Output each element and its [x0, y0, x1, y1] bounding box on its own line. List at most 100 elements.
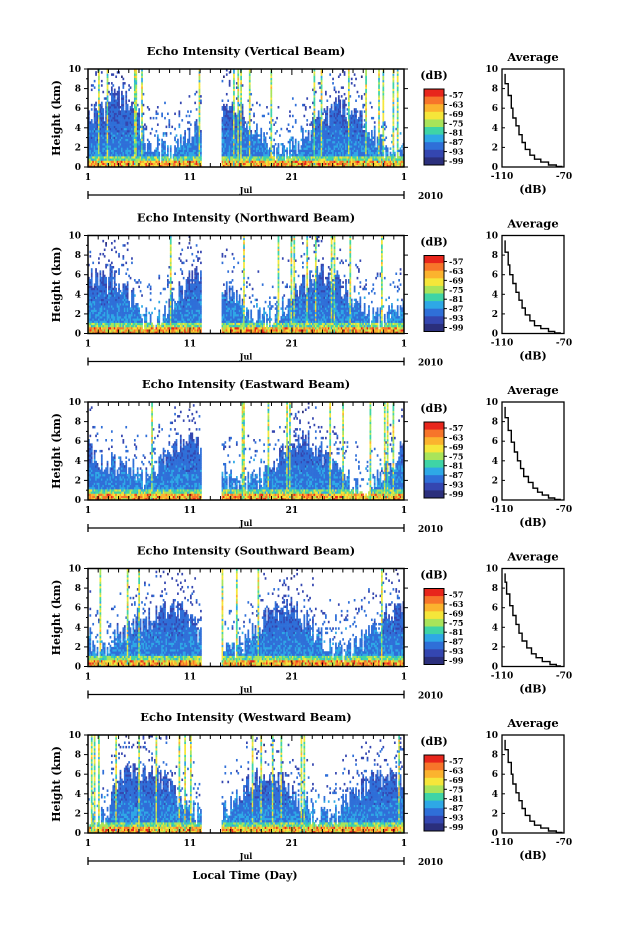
heatmap-cell — [103, 162, 106, 166]
heatmap-cell — [131, 132, 133, 135]
heatmap-cell — [244, 145, 247, 148]
heatmap-cell — [118, 129, 120, 133]
heatmap-cell — [335, 153, 337, 157]
heatmap-cell — [248, 95, 251, 98]
heatmap-cell — [339, 136, 342, 139]
heatmap-cell — [116, 156, 119, 159]
heatmap-cell — [379, 158, 382, 161]
heatmap-cell — [235, 127, 238, 131]
heatmap-cell — [320, 73, 323, 76]
heatmap-cell — [198, 147, 201, 150]
heatmap-cell — [158, 153, 161, 157]
heatmap-cell — [142, 132, 145, 135]
heatmap-cell — [330, 162, 333, 166]
heatmap-cell — [121, 134, 123, 137]
heatmap-cell — [133, 147, 136, 150]
heatmap-cell — [342, 132, 344, 135]
heatmap-cell — [105, 151, 107, 155]
heatmap-cell — [316, 145, 319, 148]
heatmap-cell — [381, 125, 383, 129]
heatmap-cell — [340, 143, 343, 146]
heatmap-cell — [122, 123, 125, 126]
heatmap-cell — [96, 296, 99, 299]
heatmap-cell — [389, 158, 392, 161]
heatmap-cell — [235, 136, 238, 139]
heatmap-cell — [113, 103, 116, 107]
heatmap-cell — [267, 153, 270, 157]
heatmap-cell — [230, 132, 232, 135]
heatmap-cell — [118, 119, 120, 122]
heatmap-cell — [92, 292, 95, 295]
heatmap-cell — [98, 73, 100, 76]
heatmap-cell — [312, 119, 314, 122]
heatmap-cell — [108, 101, 110, 105]
heatmap-cell — [248, 82, 251, 85]
heatmap-cell — [329, 127, 332, 131]
heatmap-cell — [289, 151, 291, 155]
heatmap-cell — [98, 160, 100, 163]
heatmap-cell — [347, 145, 350, 148]
heatmap-cell — [105, 298, 107, 302]
heatmap-cell — [106, 149, 109, 153]
heatmap-cell — [136, 153, 139, 157]
heatmap-cell — [115, 153, 118, 157]
heatmap-cell — [126, 151, 129, 155]
heatmap-cell — [253, 145, 255, 148]
heatmap-cell — [128, 153, 130, 157]
heatmap-cell — [246, 129, 248, 133]
heatmap-cell — [370, 140, 373, 144]
heatmap-cell — [270, 149, 273, 153]
heatmap-cell — [116, 119, 119, 122]
heatmap-cell — [221, 147, 224, 150]
heatmap-cell — [392, 103, 395, 107]
colorbar-tick-label: -69 — [449, 109, 464, 119]
heatmap-cell — [228, 143, 231, 146]
heatmap-cell — [162, 140, 165, 144]
heatmap-cell — [319, 116, 321, 120]
heatmap-cell — [307, 160, 310, 163]
heatmap-cell — [99, 149, 102, 153]
heatmap-cell — [263, 114, 265, 118]
heatmap-cell — [89, 287, 92, 291]
heatmap-cell — [121, 103, 123, 107]
heatmap-cell — [313, 164, 316, 168]
heatmap-cell — [223, 149, 225, 153]
heatmap-cell — [138, 158, 141, 161]
heatmap-cell — [317, 114, 320, 118]
heatmap-cell — [88, 287, 90, 291]
heatmap-cell — [231, 116, 234, 120]
heatmap-cell — [266, 151, 268, 155]
heatmap-cell — [225, 162, 228, 166]
heatmap-cell — [131, 125, 133, 129]
heatmap-cell — [234, 147, 237, 150]
heatmap-cell — [312, 121, 314, 124]
heatmap-cell — [118, 121, 120, 124]
heatmap-cell — [89, 294, 92, 297]
heatmap-cell — [243, 127, 245, 131]
heatmap-cell — [322, 145, 324, 148]
heatmap-cell — [248, 156, 251, 159]
heatmap-cell — [350, 160, 353, 163]
heatmap-cell — [175, 156, 178, 159]
heatmap-cell — [108, 127, 110, 131]
heatmap-cell — [141, 86, 143, 89]
heatmap-cell — [360, 119, 363, 122]
heatmap-cell — [388, 164, 390, 168]
month-label: Jul — [239, 185, 253, 195]
heatmap-cell — [339, 145, 342, 148]
heatmap-cell — [399, 160, 402, 163]
heatmap-cell — [366, 138, 369, 142]
heatmap-cell — [401, 145, 403, 148]
heatmap-cell — [235, 82, 238, 85]
heatmap-cell — [266, 132, 268, 135]
heatmap-cell — [224, 145, 227, 148]
heatmap-cell — [93, 127, 96, 131]
heatmap-cell — [360, 95, 363, 98]
heatmap-cell — [313, 140, 316, 144]
heatmap-cell — [161, 162, 163, 166]
heatmap-cell — [355, 134, 357, 137]
heatmap-cell — [224, 164, 227, 168]
heatmap-cell — [235, 149, 238, 153]
heatmap-cell — [162, 153, 165, 157]
heatmap-cell — [136, 129, 139, 133]
